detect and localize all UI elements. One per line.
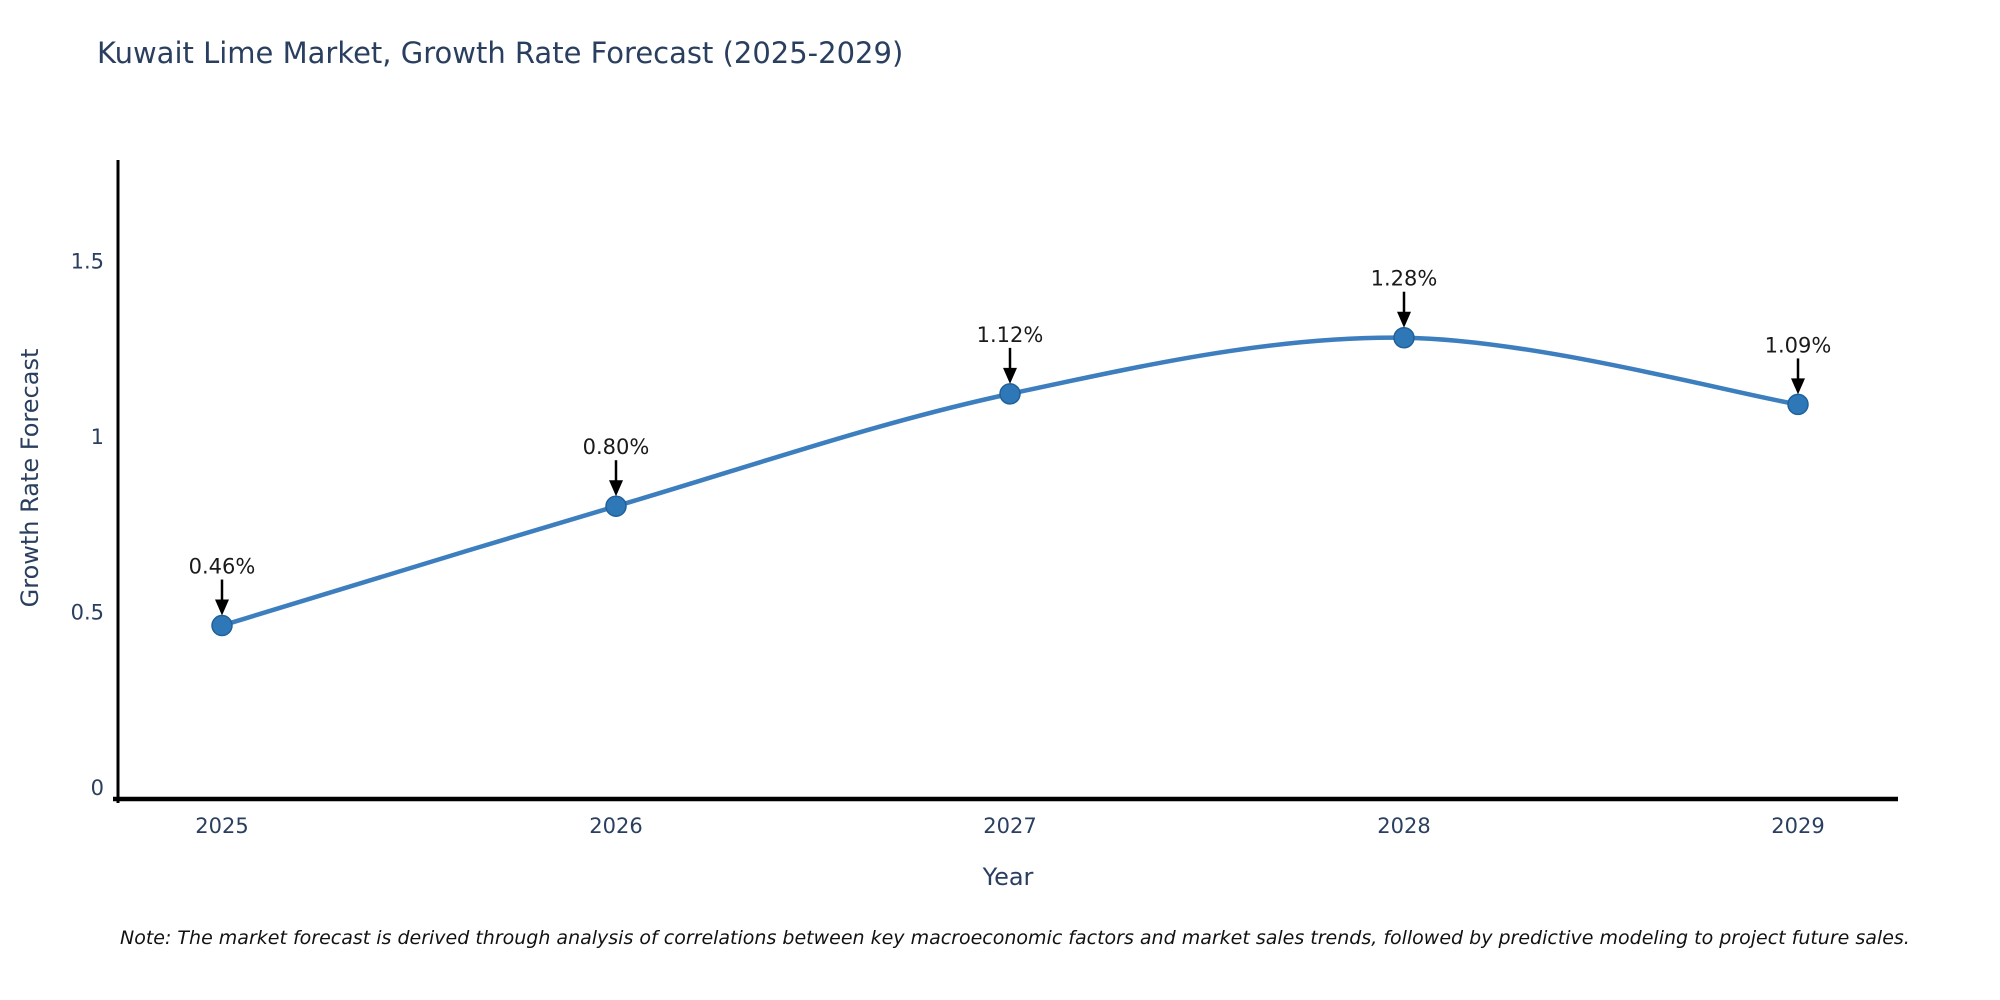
x-tick-label: 2026 <box>589 814 642 838</box>
y-tick-label: 0 <box>91 776 104 800</box>
data-point-marker <box>1787 393 1809 416</box>
x-tick-label: 2029 <box>1771 814 1824 838</box>
annotation-arrowhead <box>1397 311 1411 328</box>
annotation-label: 1.12% <box>977 323 1044 347</box>
x-axis-title: Year <box>982 863 1034 891</box>
x-tick-label: 2025 <box>195 814 248 838</box>
annotation-arrowhead <box>215 599 229 616</box>
data-point-marker <box>999 383 1021 405</box>
annotation-label: 0.46% <box>189 555 256 579</box>
chart-title: Kuwait Lime Market, Growth Rate Forecast… <box>97 36 904 70</box>
y-tick-label: 1 <box>91 425 104 449</box>
annotation-label: 1.09% <box>1765 333 1832 357</box>
data-point-marker <box>1393 326 1415 349</box>
y-tick-label: 1.5 <box>71 250 104 274</box>
annotation-label: 1.28% <box>1371 267 1438 291</box>
annotation-arrowhead <box>1003 367 1017 384</box>
data-point-marker <box>605 495 627 517</box>
annotation-label: 0.80% <box>583 435 650 459</box>
y-axis-title: Growth Rate Forecast <box>16 348 44 608</box>
x-tick-label: 2028 <box>1377 814 1430 838</box>
footnote: Note: The market forecast is derived thr… <box>120 927 1910 949</box>
x-tick-label: 2027 <box>983 814 1036 838</box>
annotation-arrowhead <box>1791 378 1805 395</box>
annotation-arrowhead <box>609 480 623 497</box>
data-point-marker <box>211 614 233 637</box>
y-tick-label: 0.5 <box>71 601 104 625</box>
